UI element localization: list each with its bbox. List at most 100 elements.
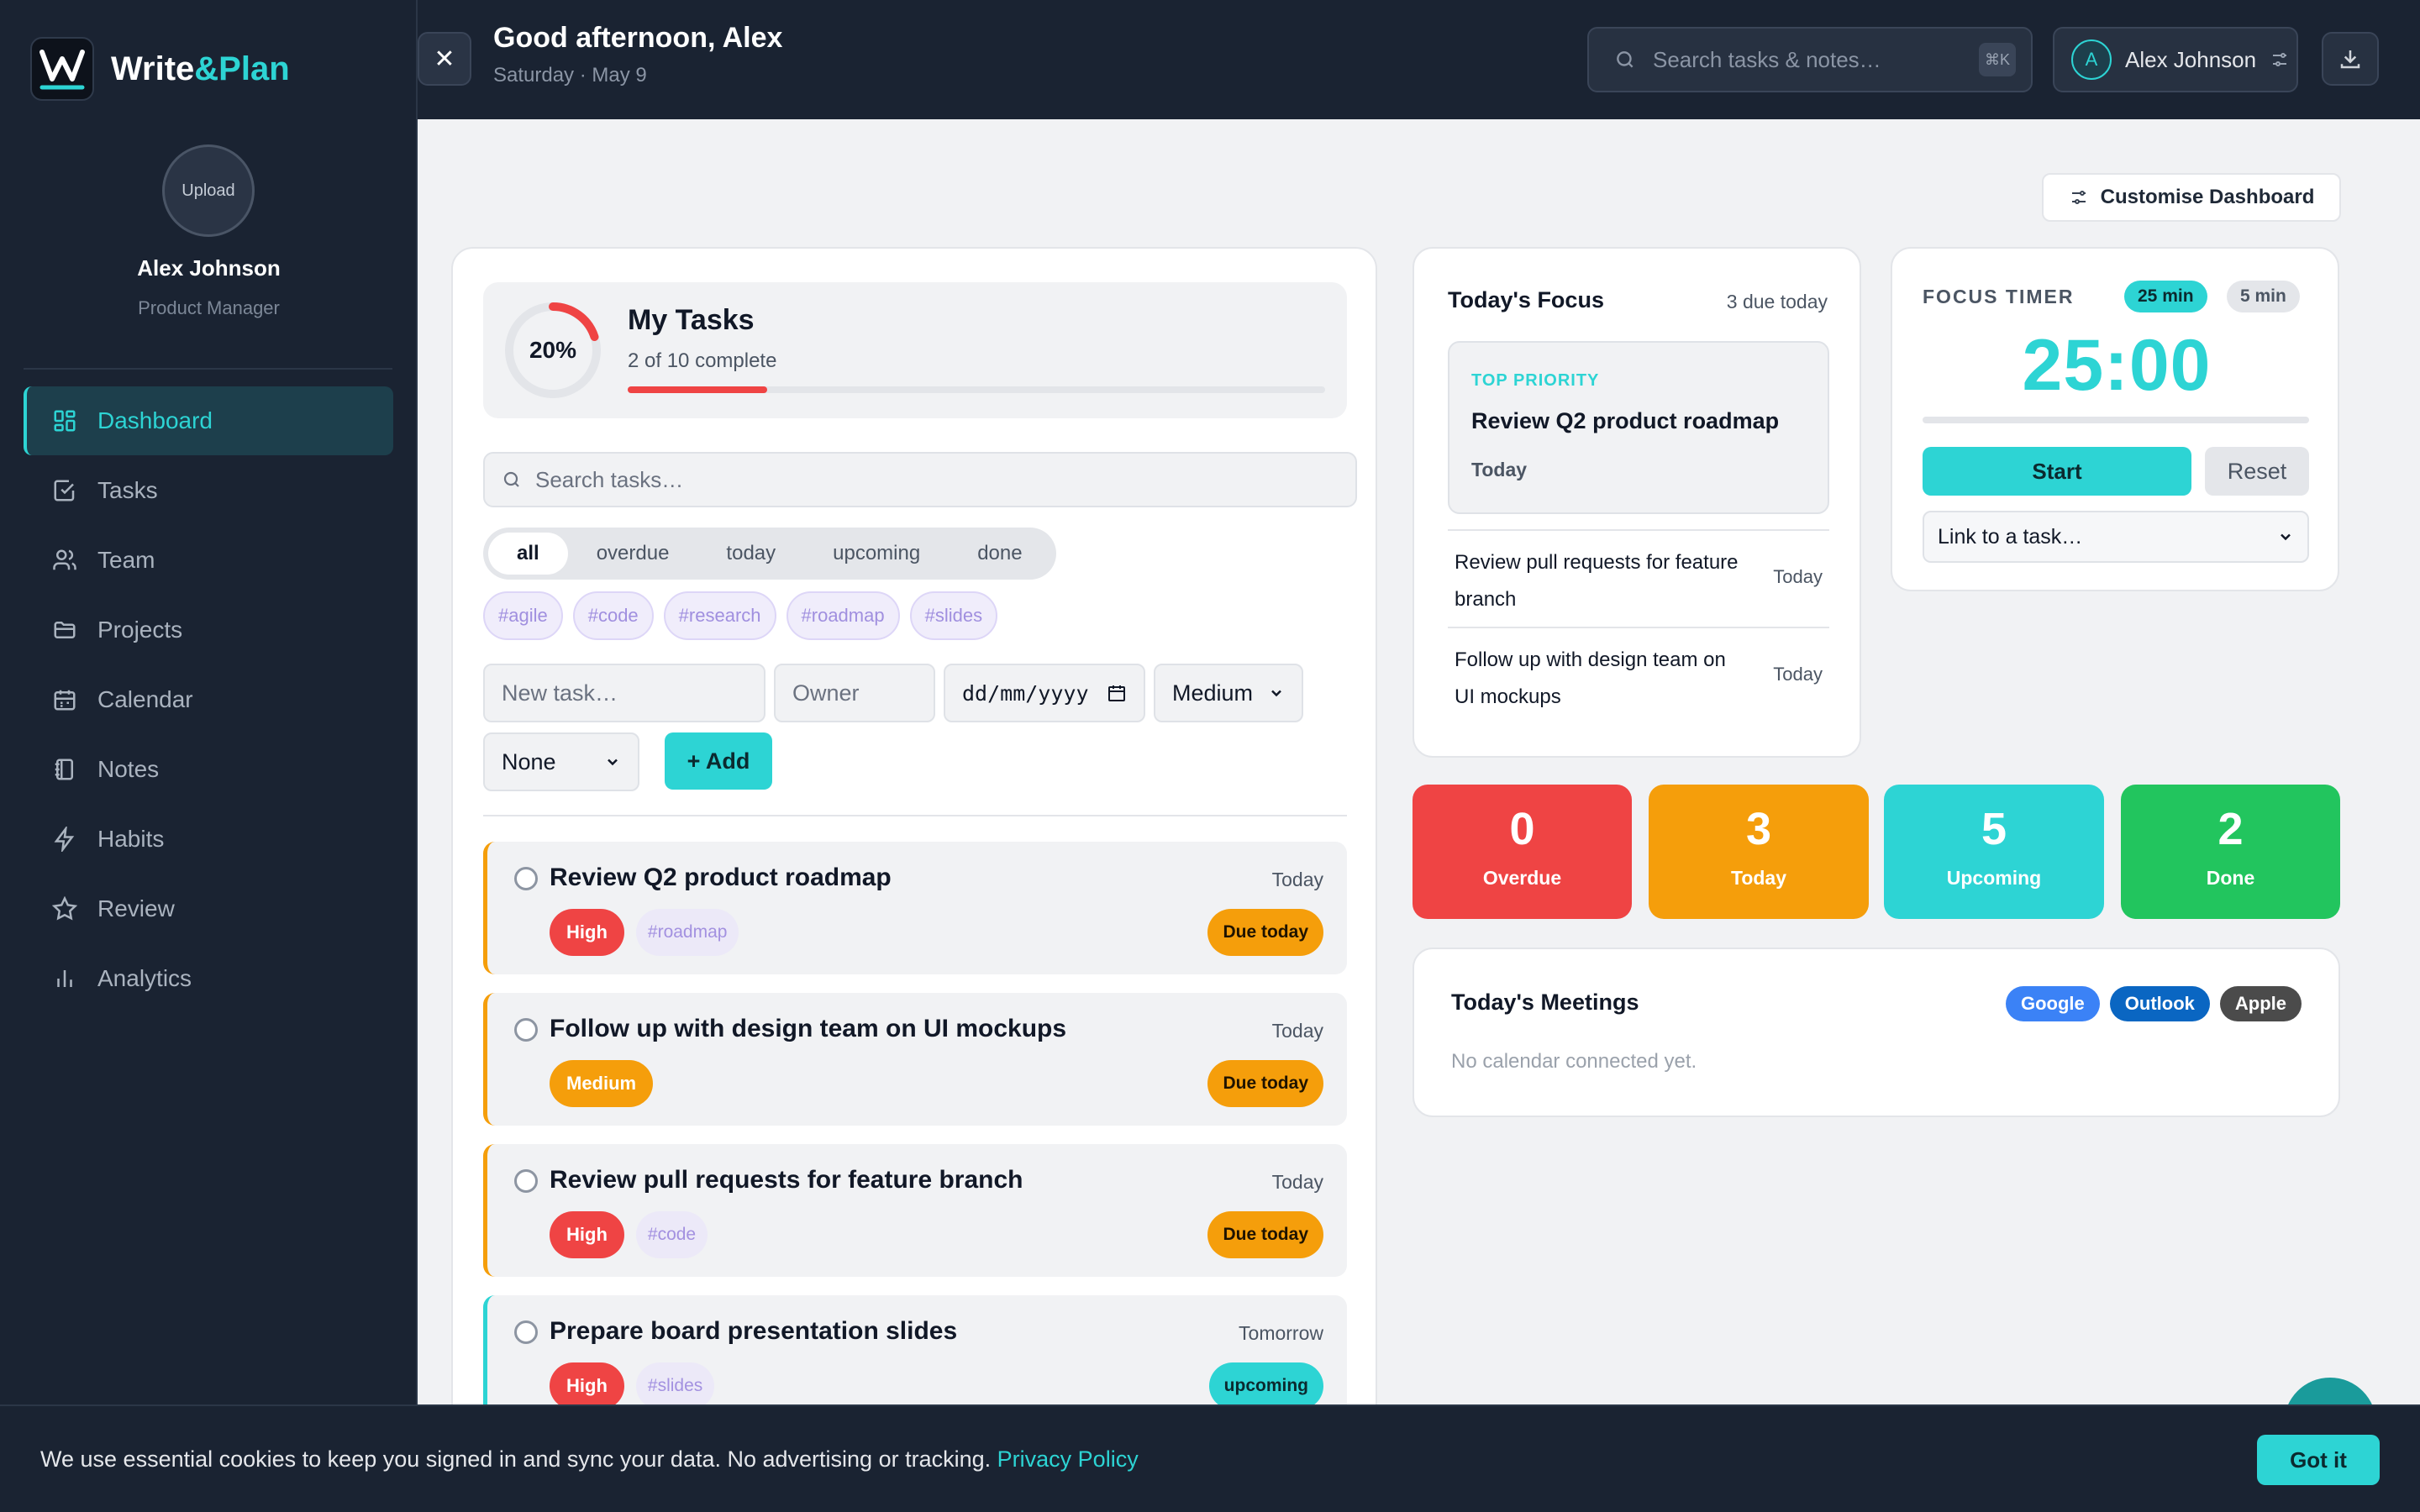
repeat-select[interactable]: None: [483, 732, 639, 791]
status-badge: Due today: [1207, 1211, 1323, 1258]
tag-filter-research[interactable]: #research: [663, 591, 776, 640]
add-task-button[interactable]: + Add: [665, 732, 772, 790]
tag-filter-code[interactable]: #code: [572, 591, 654, 640]
sidebar-item-label: Analytics: [97, 965, 192, 991]
tag-filter-roadmap[interactable]: #roadmap: [786, 591, 900, 640]
calendar-icon: [54, 690, 76, 711]
connect-apple-button[interactable]: Apple: [2219, 986, 2302, 1021]
stat-upcoming[interactable]: 5 Upcoming: [1884, 785, 2104, 919]
cookie-text: We use essential cookies to keep you sig…: [40, 1446, 992, 1472]
focus-item[interactable]: Follow up with design team on UI mockups…: [1448, 627, 1829, 724]
status-badge: Due today: [1207, 909, 1323, 956]
avatar: A: [2071, 39, 2112, 80]
task-checkbox[interactable]: [514, 1018, 538, 1042]
connect-outlook-button[interactable]: Outlook: [2109, 986, 2210, 1021]
task-tag[interactable]: #slides: [635, 1362, 715, 1410]
due-date-input[interactable]: dd/mm/yyyy: [944, 664, 1145, 722]
task-title: Prepare board presentation slides: [550, 1317, 958, 1345]
tag-filter-agile[interactable]: #agile: [483, 591, 563, 640]
timer-display: 25:00: [2022, 325, 2212, 406]
sidebar-item-calendar[interactable]: Calendar: [24, 665, 393, 734]
top-priority-task[interactable]: TOP PRIORITY Review Q2 product roadmap T…: [1448, 341, 1829, 514]
settings-sliders-icon: [2273, 53, 2287, 66]
filter-all[interactable]: all: [488, 533, 568, 575]
calendar-providers: Google Outlook Apple: [2005, 986, 2302, 1021]
sidebar-item-tasks[interactable]: Tasks: [24, 456, 393, 525]
task-checkbox[interactable]: [514, 1320, 538, 1344]
sidebar-item-label: Team: [97, 547, 155, 573]
sidebar-item-dashboard[interactable]: Dashboard: [24, 386, 393, 455]
stat-today[interactable]: 3 Today: [1649, 785, 1869, 919]
cookie-banner: We use essential cookies to keep you sig…: [0, 1404, 2420, 1512]
task-checkbox[interactable]: [514, 1169, 538, 1193]
greeting: Good afternoon, Alex: [493, 22, 783, 54]
user-menu-button[interactable]: A Alex Johnson: [2053, 27, 2298, 92]
task-card[interactable]: Follow up with design team on UI mockups…: [483, 993, 1347, 1126]
sidebar-item-habits[interactable]: Habits: [24, 805, 393, 874]
logo-icon: [30, 37, 94, 101]
link-task-select[interactable]: Link to a task…: [1923, 511, 2309, 563]
new-task-input[interactable]: New task…: [483, 664, 765, 722]
completion-count: 2 of 10 complete: [628, 349, 777, 372]
task-search-input[interactable]: Search tasks…: [483, 452, 1357, 507]
stat-done[interactable]: 2 Done: [2121, 785, 2340, 919]
privacy-policy-link[interactable]: Privacy Policy: [997, 1446, 1139, 1472]
filter-done[interactable]: done: [977, 542, 1023, 564]
task-when: Today: [1271, 869, 1323, 890]
focus-item-title: Review pull requests for feature branch: [1455, 551, 1739, 611]
start-button[interactable]: Start: [1923, 447, 2191, 496]
users-icon: [53, 549, 76, 570]
repeat-value: None: [502, 748, 556, 774]
search-placeholder: Search tasks…: [535, 466, 684, 492]
focus-timer-card: FOCUS TIMER 25 min 5 min 25:00 Start Res…: [1891, 247, 2339, 591]
customise-dashboard-button[interactable]: Customise Dashboard: [2042, 173, 2341, 222]
status-badge: upcoming: [1208, 1362, 1323, 1410]
customise-label: Customise Dashboard: [2100, 186, 2315, 208]
priority-value: Medium: [1172, 680, 1254, 706]
task-tag[interactable]: #roadmap: [635, 909, 739, 956]
timer-25-min-button[interactable]: 25 min: [2124, 281, 2207, 312]
sidebar-item-label: Review: [97, 895, 175, 921]
avatar-upload-button[interactable]: Upload: [162, 144, 255, 237]
tag-filter-slides[interactable]: #slides: [909, 591, 998, 640]
task-card[interactable]: Review Q2 product roadmap Today High #ro…: [483, 842, 1347, 974]
timer-5-min-button[interactable]: 5 min: [2227, 281, 2300, 312]
filter-tabs: all overdue today upcoming done: [483, 528, 1056, 580]
sidebar-item-team[interactable]: Team: [24, 526, 393, 595]
sidebar-item-label: Projects: [97, 617, 183, 643]
tasks-panel: 20% My Tasks 2 of 10 complete Search tas…: [451, 247, 1377, 1512]
sidebar-item-notes[interactable]: Notes: [24, 735, 393, 804]
current-date: Saturday · May 9: [493, 64, 647, 87]
sidebar-item-projects[interactable]: Projects: [24, 596, 393, 664]
tag-filters: #agile #code #research #roadmap #slides: [483, 591, 998, 640]
top-header: ✕ Good afternoon, Alex Saturday · May 9 …: [418, 0, 2420, 119]
chevron-down-icon: [1271, 690, 1281, 697]
app-logo[interactable]: Write&Plan: [30, 37, 290, 101]
stat-overdue[interactable]: 0 Overdue: [1413, 785, 1632, 919]
priority-select[interactable]: Medium: [1154, 664, 1303, 722]
task-checkbox[interactable]: [514, 867, 538, 890]
connect-google-button[interactable]: Google: [2005, 986, 2100, 1021]
focus-item[interactable]: Review pull requests for feature branch …: [1448, 529, 1829, 627]
tasks-summary: 20% My Tasks 2 of 10 complete: [483, 282, 1347, 418]
filter-upcoming[interactable]: upcoming: [833, 542, 921, 564]
filter-overdue[interactable]: overdue: [596, 542, 670, 564]
progress-percent: 20%: [529, 337, 577, 363]
sidebar-item-analytics[interactable]: Analytics: [24, 944, 393, 1013]
focus-count: 3 due today: [1726, 291, 1828, 312]
reset-button[interactable]: Reset: [2205, 447, 2309, 496]
accept-cookies-button[interactable]: Got it: [2257, 1435, 2380, 1485]
download-button[interactable]: [2322, 32, 2379, 86]
timer-progress-bar: [1923, 417, 2309, 423]
status-badge: Due today: [1207, 1060, 1323, 1107]
task-tag[interactable]: #code: [635, 1211, 708, 1258]
stat-label: Done: [2206, 867, 2255, 889]
owner-input[interactable]: Owner: [774, 664, 935, 722]
stat-label: Overdue: [1482, 867, 1562, 889]
task-card[interactable]: Review pull requests for feature branch …: [483, 1144, 1347, 1277]
sidebar-item-review[interactable]: Review: [24, 874, 393, 943]
global-search-input[interactable]: Search tasks & notes… ⌘K: [1587, 27, 2033, 92]
stat-label: Upcoming: [1946, 867, 2042, 889]
filter-today[interactable]: today: [726, 542, 776, 564]
close-sidebar-button[interactable]: ✕: [418, 32, 471, 86]
